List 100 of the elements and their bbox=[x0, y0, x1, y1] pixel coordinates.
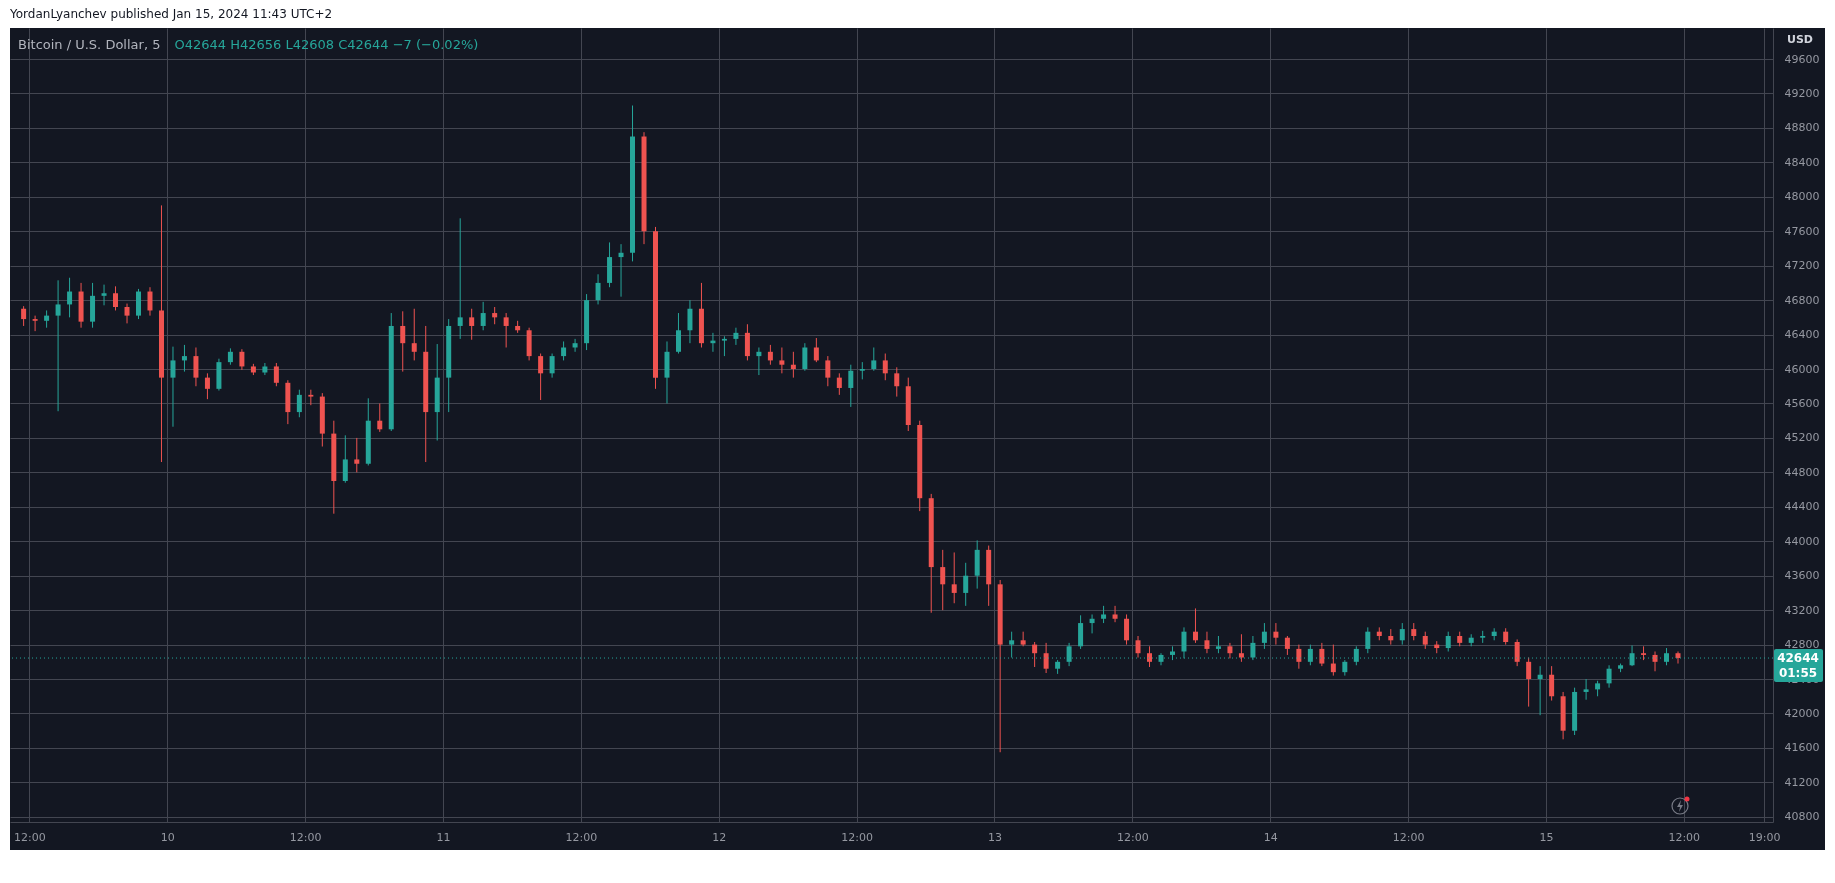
candlestick bbox=[1204, 631, 1210, 654]
x-tick-label: 12:00 bbox=[14, 830, 46, 844]
candlestick bbox=[377, 402, 383, 433]
candlestick bbox=[354, 437, 360, 473]
text: YordanLyanchev published Jan 15, 2024 11:43 UTC+2 bbox=[10, 6, 333, 22]
candlestick bbox=[1078, 614, 1084, 650]
candlestick bbox=[1284, 635, 1290, 656]
y-tick-label: 41200 bbox=[1784, 775, 1820, 789]
y-tick-label: 41600 bbox=[1784, 741, 1820, 755]
candlestick bbox=[181, 344, 187, 373]
candlestick bbox=[538, 353, 544, 401]
candlestick bbox=[67, 277, 73, 318]
candlestick bbox=[1296, 644, 1302, 670]
candlestick bbox=[963, 562, 969, 607]
candlestick bbox=[1043, 642, 1049, 674]
candlestick bbox=[1032, 641, 1038, 668]
x-tick-label: 19:00 bbox=[1748, 830, 1781, 844]
candlestick bbox=[1319, 642, 1325, 667]
candlestick bbox=[124, 303, 130, 324]
candlestick bbox=[296, 389, 302, 418]
y-tick-label: 46000 bbox=[1784, 362, 1820, 376]
candlestick bbox=[790, 351, 796, 379]
candlestick bbox=[1606, 664, 1612, 689]
candlestick bbox=[193, 346, 199, 387]
candlestick bbox=[1365, 626, 1371, 654]
candlestick bbox=[457, 217, 463, 340]
y-tick-label: 44800 bbox=[1784, 465, 1820, 479]
x-tick-label: 12 bbox=[712, 830, 727, 844]
candlestick bbox=[113, 285, 119, 311]
y-tick-label: 45200 bbox=[1784, 431, 1820, 445]
x-tick-label: 12:00 bbox=[289, 830, 322, 844]
candlestick bbox=[21, 305, 27, 327]
candlestick bbox=[469, 308, 475, 341]
candlestick bbox=[32, 315, 38, 332]
x-tick-label: 12:00 bbox=[1392, 830, 1425, 844]
y-tick-label: 47200 bbox=[1784, 259, 1820, 273]
candlestick bbox=[871, 346, 877, 372]
candlestick bbox=[273, 362, 279, 387]
candlestick bbox=[239, 348, 245, 371]
x-tick-label: 12:00 bbox=[1668, 830, 1701, 844]
y-tick-label: 49600 bbox=[1784, 52, 1820, 66]
candlestick bbox=[951, 551, 957, 604]
candlestick bbox=[1583, 678, 1589, 701]
x-tick-label: 12:00 bbox=[841, 830, 873, 844]
x-tick-label: 14 bbox=[1263, 830, 1278, 844]
candlestick bbox=[549, 353, 555, 379]
x-tick-label: 12:00 bbox=[1116, 830, 1149, 844]
candlestick bbox=[756, 346, 762, 376]
x-tick-label: 11 bbox=[436, 830, 451, 844]
candlestick bbox=[848, 364, 854, 408]
candlestick bbox=[595, 273, 601, 305]
candlestick bbox=[1273, 622, 1279, 646]
ref-line-label: 42644 bbox=[1777, 651, 1819, 666]
candlestick bbox=[836, 372, 842, 396]
candlestick bbox=[1514, 638, 1520, 667]
candlestick bbox=[1135, 635, 1141, 659]
x-tick-label: 13 bbox=[987, 830, 1002, 844]
candlestick bbox=[1399, 622, 1405, 646]
candlestick bbox=[767, 344, 773, 366]
candlestick bbox=[411, 308, 417, 361]
candlestick bbox=[1112, 605, 1118, 623]
candlestick bbox=[342, 434, 348, 484]
y-tick-label: 46400 bbox=[1784, 328, 1820, 342]
candlestick bbox=[744, 323, 750, 361]
candlestick bbox=[101, 284, 107, 306]
candlestick bbox=[1652, 650, 1658, 672]
y-tick-label: 43600 bbox=[1784, 569, 1820, 583]
y-tick-label: 48400 bbox=[1784, 155, 1820, 169]
candlestick bbox=[1526, 657, 1532, 708]
y-tick-label: 40800 bbox=[1784, 810, 1820, 824]
candlestick bbox=[1330, 644, 1336, 677]
candlestick bbox=[1549, 665, 1555, 702]
candlestick bbox=[262, 362, 268, 376]
candlestick bbox=[170, 346, 176, 428]
candlestick bbox=[55, 279, 61, 412]
candlestick bbox=[561, 340, 567, 361]
candlestick bbox=[675, 312, 681, 355]
candlestick bbox=[1238, 633, 1244, 663]
y-axis-title: USD bbox=[1787, 33, 1813, 46]
x-tick-label: 12:00 bbox=[565, 830, 598, 844]
candlestick bbox=[503, 312, 509, 348]
candlestick bbox=[940, 549, 946, 611]
y-tick-label: 48000 bbox=[1784, 190, 1820, 204]
candlestick bbox=[400, 310, 406, 373]
candlestick bbox=[1124, 613, 1130, 646]
y-tick-label: 46800 bbox=[1784, 293, 1820, 307]
candlestick bbox=[1192, 607, 1198, 644]
y-tick-label: 47600 bbox=[1784, 224, 1820, 238]
y-tick-label: 44000 bbox=[1784, 534, 1820, 548]
candlestick bbox=[618, 243, 624, 298]
candlestick bbox=[1227, 642, 1233, 659]
candlestick bbox=[825, 355, 831, 387]
y-tick-label: 48800 bbox=[1784, 121, 1820, 135]
candlestick bbox=[894, 366, 900, 398]
candlestick bbox=[802, 342, 808, 372]
candlestick bbox=[1445, 631, 1451, 652]
annotation: O42644 H42656 L42608 C42644 −7 (−0.02%) bbox=[174, 37, 479, 52]
candlestick bbox=[1147, 645, 1153, 668]
y-tick-label: 42000 bbox=[1784, 706, 1820, 720]
candlestick bbox=[1089, 613, 1095, 634]
